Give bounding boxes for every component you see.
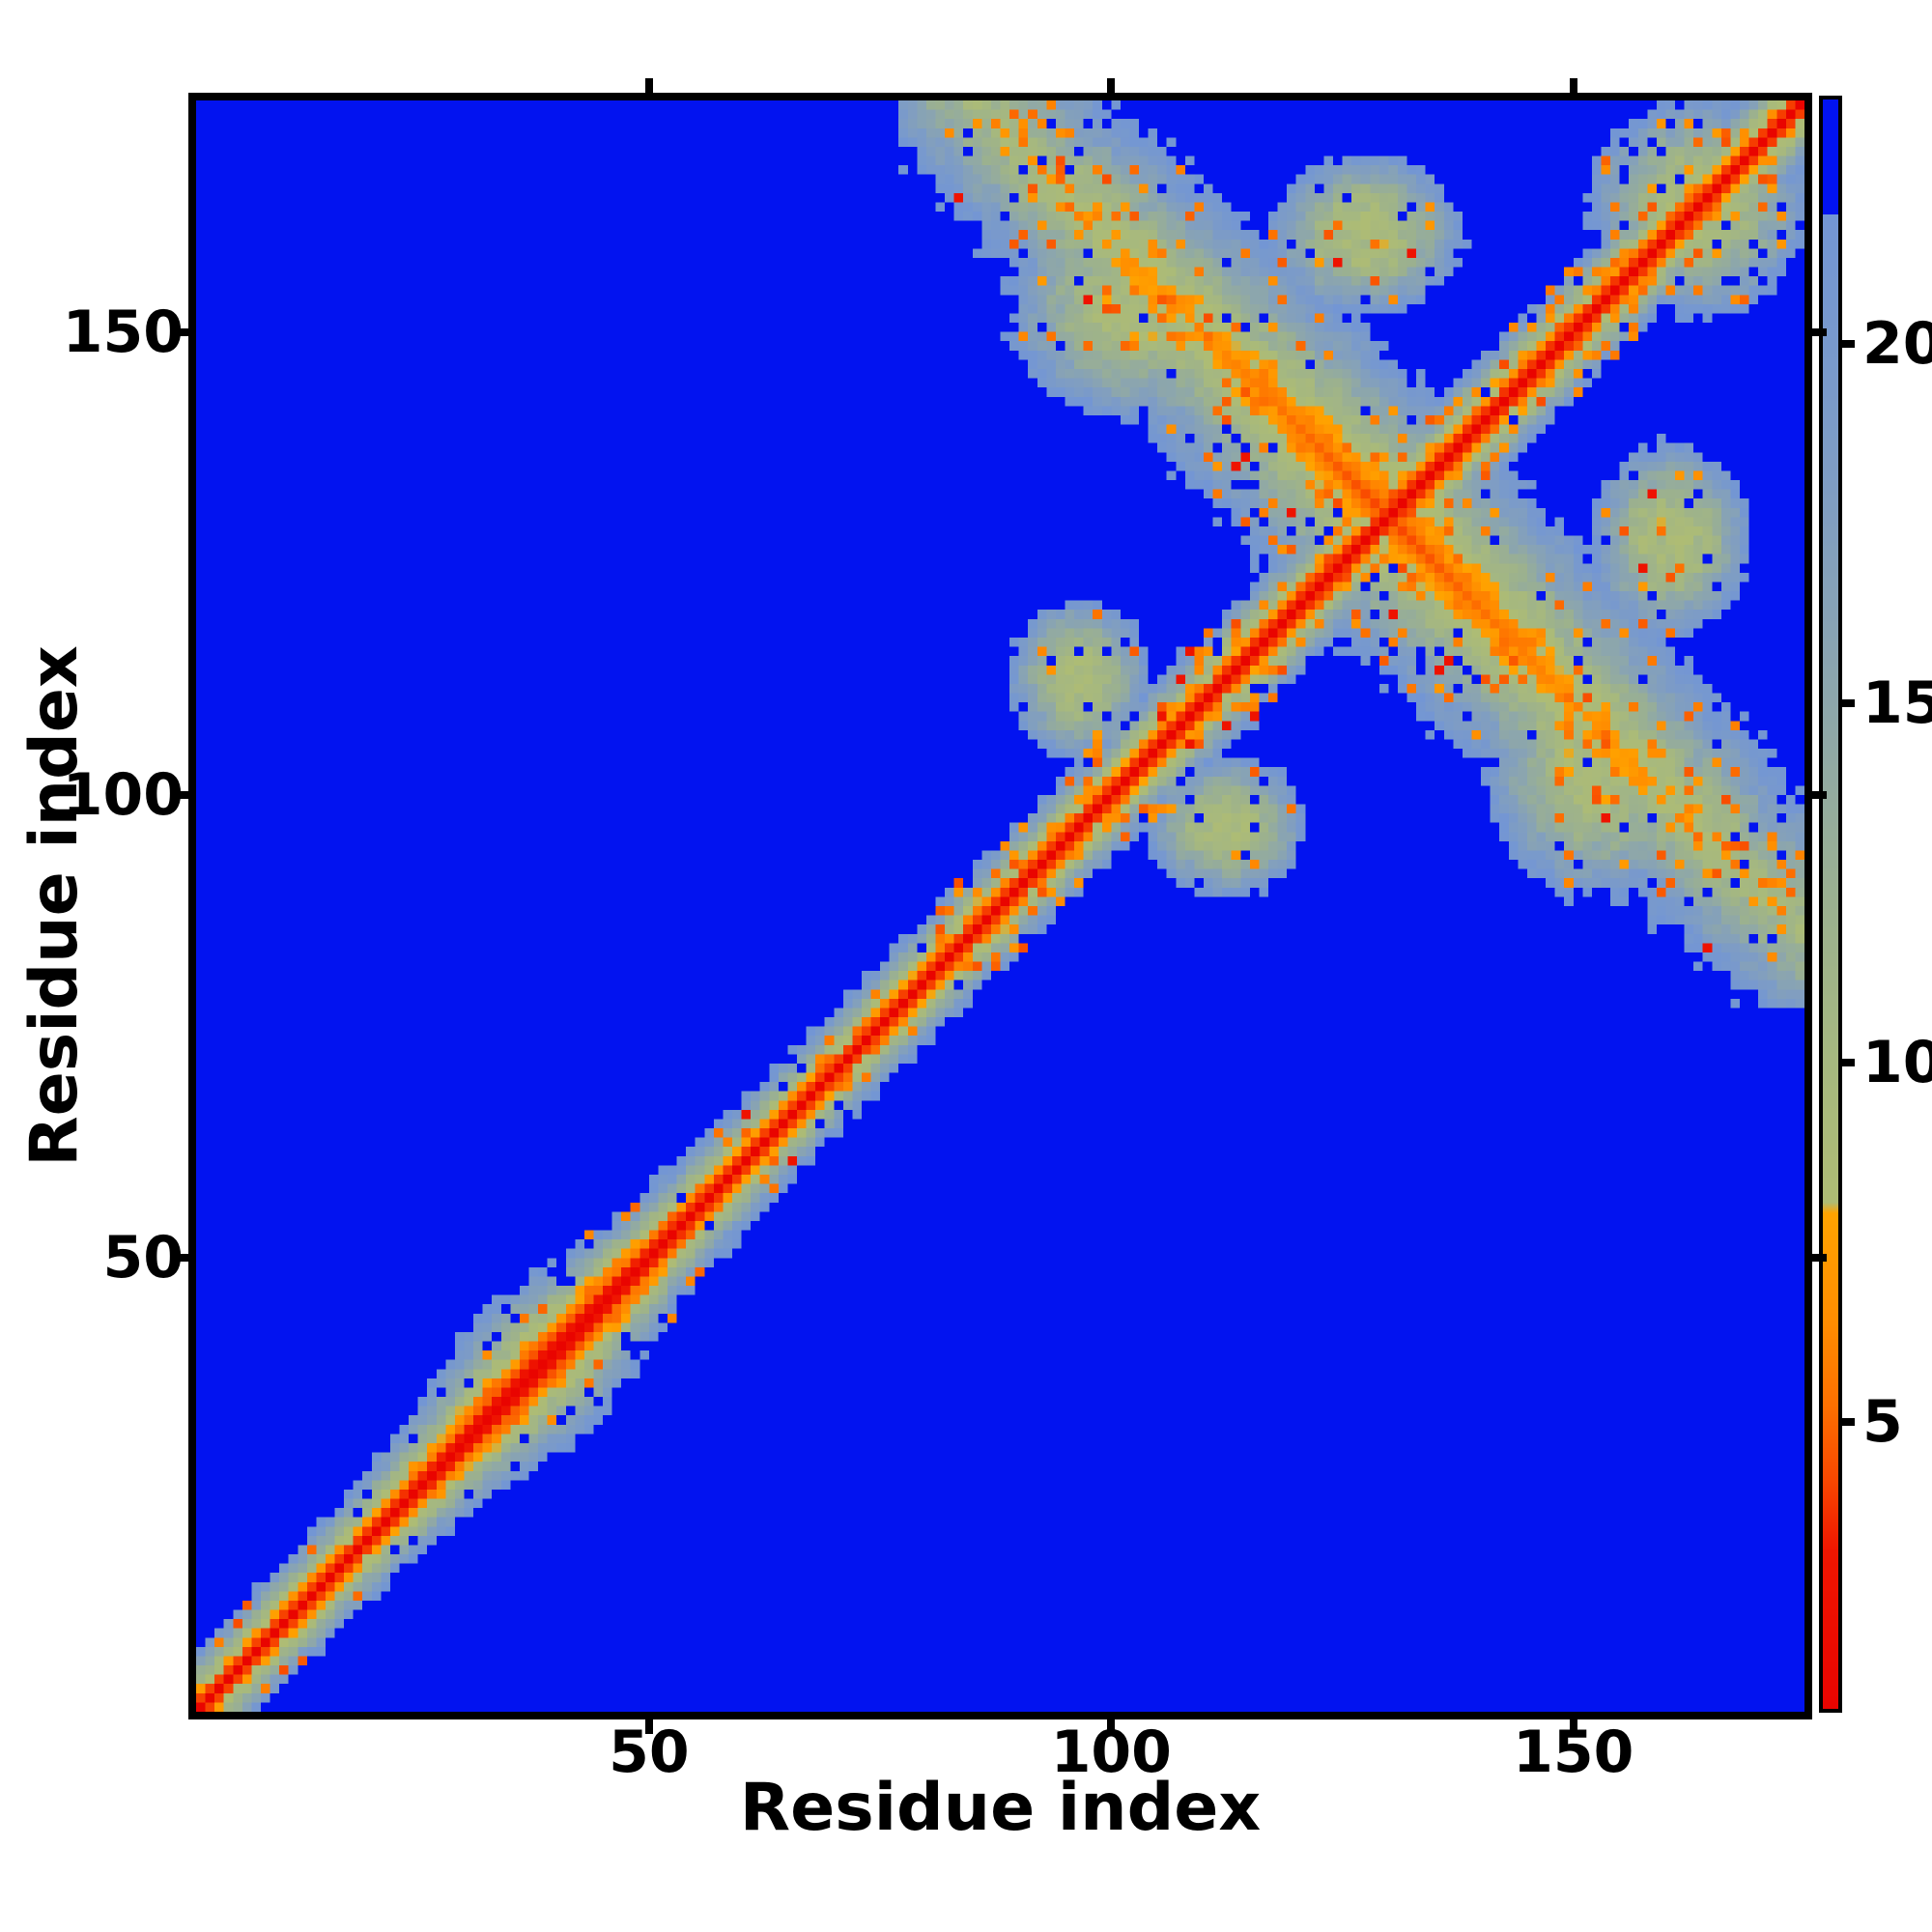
x-tick-top — [1569, 78, 1577, 93]
colorbar-tick-label: 20 — [1862, 309, 1932, 378]
colorbar-tick-label: 10 — [1862, 1028, 1932, 1096]
y-tick-label: 50 — [102, 1224, 185, 1293]
x-tick-top — [644, 78, 653, 93]
x-tick-label: 150 — [1513, 1719, 1634, 1786]
y-tick-label: 100 — [62, 760, 184, 829]
x-tick-top — [1107, 78, 1116, 93]
distance-map-heatmap — [196, 100, 1804, 1712]
x-tick-bottom — [1569, 1719, 1577, 1734]
x-tick-bottom — [644, 1719, 653, 1734]
colorbar-tick — [1842, 1058, 1855, 1066]
x-axis-label: Residue index — [739, 1770, 1262, 1846]
y-tick-left — [174, 1254, 188, 1263]
colorbar-tick — [1842, 339, 1855, 348]
colorbar-tick — [1842, 1417, 1855, 1426]
colorbar-tick-label: 5 — [1862, 1387, 1903, 1456]
y-axis-label: Residue index — [16, 645, 93, 1167]
y-tick-right — [1812, 327, 1827, 336]
colorbar-tick — [1842, 698, 1855, 707]
x-tick-label: 100 — [1050, 1719, 1172, 1786]
y-tick-right — [1812, 790, 1827, 799]
y-tick-label: 150 — [62, 298, 184, 366]
y-tick-right — [1812, 1254, 1827, 1263]
colorbar-tick-label: 15 — [1862, 668, 1932, 737]
y-tick-left — [174, 790, 188, 799]
x-tick-label: 50 — [609, 1719, 690, 1786]
x-tick-bottom — [1107, 1719, 1116, 1734]
colorbar — [1819, 96, 1842, 1713]
y-tick-left — [174, 327, 188, 336]
